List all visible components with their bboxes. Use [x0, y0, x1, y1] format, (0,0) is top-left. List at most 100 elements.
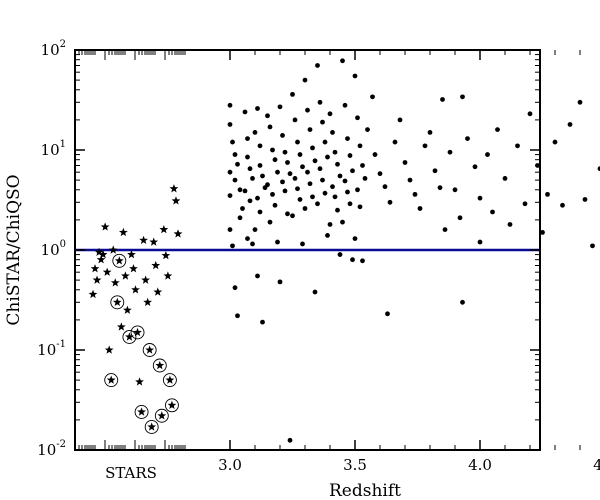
quasar-point [340, 219, 345, 225]
star-point [121, 271, 130, 280]
quasar-point [320, 119, 325, 125]
quasar-point [382, 184, 388, 190]
star-point [94, 247, 104, 256]
star-point [116, 322, 126, 331]
quasar-point [457, 215, 463, 221]
quasar-point [275, 239, 280, 245]
quasar-point [297, 152, 303, 157]
quasar-point [300, 241, 305, 247]
quasar-point [377, 171, 383, 177]
quasar-point [227, 102, 233, 108]
data-points [88, 58, 600, 443]
quasar-point [490, 209, 495, 215]
star-circle-marker [152, 358, 167, 373]
quasar-point [330, 184, 335, 190]
y-tick-label: 101 [41, 139, 66, 159]
quasar-point [270, 147, 275, 153]
quasar-point [297, 197, 303, 202]
quasar-point [307, 127, 313, 132]
star-point [127, 249, 136, 259]
quasar-point [265, 182, 270, 188]
quasar-point [332, 149, 338, 155]
star-point [139, 235, 148, 245]
quasar-point [560, 202, 565, 208]
quasar-point [255, 273, 260, 279]
quasar-point [352, 236, 358, 242]
quasar-point [567, 122, 573, 127]
quasar-point [227, 122, 233, 127]
quasar-point [237, 187, 243, 193]
stars-label: STARS [105, 464, 157, 482]
x-axis-label: Redshift [329, 481, 401, 500]
star-point [133, 327, 142, 337]
quasar-point [300, 164, 305, 170]
quasar-point [282, 149, 288, 155]
quasar-point [232, 177, 238, 183]
quasar-point [365, 127, 370, 132]
y-tick-label: 10-1 [37, 339, 66, 359]
quasar-point [287, 437, 293, 443]
star-circle-marker [142, 343, 157, 357]
quasar-point [302, 206, 308, 211]
star-point [123, 305, 132, 314]
quasar-point [577, 99, 583, 105]
quasar-point [255, 195, 260, 201]
quasar-point [432, 168, 438, 174]
quasar-point [257, 143, 263, 149]
quasar-point [350, 168, 355, 174]
quasar-point [290, 213, 295, 219]
quasar-point [290, 91, 295, 97]
quasar-point [360, 163, 365, 168]
y-tick-label: 100 [41, 239, 66, 259]
star-point [171, 196, 181, 205]
star-point [125, 332, 134, 341]
quasar-point [385, 311, 390, 317]
quasar-point [362, 175, 368, 181]
quasar-point [330, 129, 335, 135]
quasar-point [545, 191, 550, 197]
star-circle-marker [154, 408, 169, 423]
star-circle-marker [110, 295, 125, 310]
quasar-point [355, 115, 360, 121]
quasar-point [312, 158, 318, 164]
star-point [169, 184, 179, 193]
quasar-point [387, 199, 393, 205]
quasar-point [307, 181, 313, 187]
quasar-point [317, 166, 323, 172]
star-point [153, 287, 163, 296]
star-point [149, 237, 159, 246]
quasar-point [357, 204, 363, 210]
quasar-point [372, 152, 378, 157]
star-point [161, 250, 171, 260]
star-circle-marker [144, 420, 159, 434]
star-point [157, 411, 167, 420]
star-point [141, 275, 150, 284]
quasar-point [255, 106, 260, 111]
star-circle-marker [104, 373, 119, 388]
star-point [106, 375, 116, 384]
quasar-point [472, 164, 478, 170]
star-point [114, 256, 124, 265]
star-point [98, 249, 108, 259]
quasar-point [335, 161, 340, 167]
quasar-point [427, 129, 433, 135]
quasar-point [325, 232, 330, 238]
quasar-point [295, 186, 300, 192]
star-circle-marker [122, 330, 137, 344]
quasar-point [252, 129, 258, 135]
quasar-point [485, 152, 490, 157]
quasar-point [240, 206, 245, 211]
quasar-point [495, 127, 500, 132]
quasar-point [305, 107, 310, 113]
star-point [145, 345, 155, 354]
quasar-point [265, 113, 270, 119]
quasar-point [270, 191, 275, 197]
quasar-point [342, 178, 348, 184]
quasar-point [272, 157, 278, 163]
quasar-point [335, 207, 340, 213]
quasar-point [340, 58, 345, 64]
quasar-point [227, 227, 233, 232]
quasar-point [232, 152, 238, 157]
